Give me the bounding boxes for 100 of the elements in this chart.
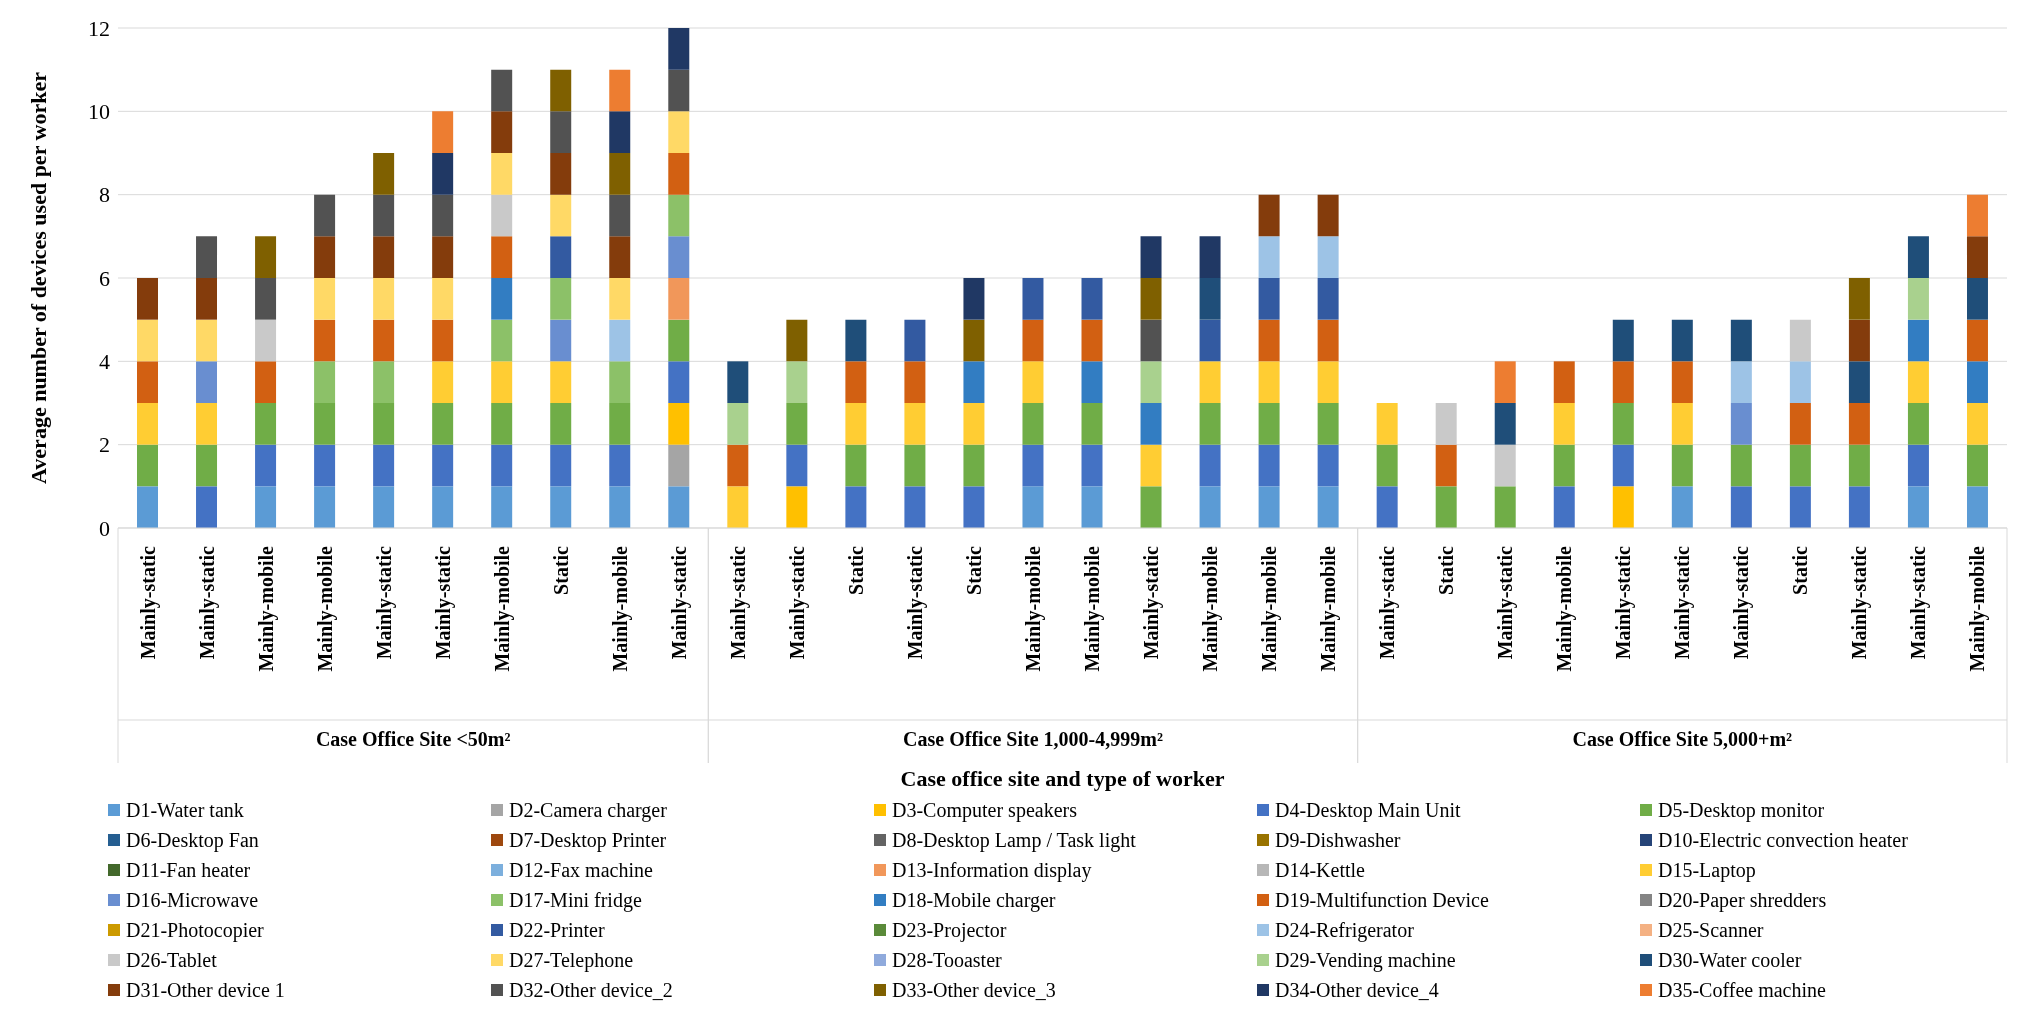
legend-label: D25-Scanner <box>1658 918 1764 942</box>
bar <box>1966 444 1988 487</box>
x-tick-label: Mainly-static <box>726 545 750 660</box>
x-tick-label: Mainly-static <box>1848 545 1872 660</box>
bar <box>1022 486 1044 528</box>
bar <box>1140 444 1162 487</box>
bar <box>491 319 513 362</box>
bar <box>432 153 454 195</box>
legend-label: D21-Photocopier <box>126 918 264 942</box>
bar <box>1317 194 1339 237</box>
bar <box>196 361 218 403</box>
bar <box>609 444 631 487</box>
x-tick-label: Mainly-mobile <box>608 545 632 672</box>
bar <box>1022 361 1044 403</box>
bar <box>373 361 395 403</box>
bar <box>1317 486 1339 528</box>
bar <box>1789 361 1811 403</box>
bar <box>668 278 690 320</box>
x-tick-label: Mainly-static <box>1494 545 1518 660</box>
x-tick-label: Mainly-mobile <box>1081 545 1105 672</box>
bar <box>1907 403 1929 445</box>
bar <box>314 361 336 403</box>
legend-label: D28-Tooaster <box>892 948 1002 972</box>
x-tick-label: Mainly-static <box>1907 545 1931 660</box>
bar <box>1081 403 1103 445</box>
legend-label: D35-Coffee machine <box>1658 978 1826 1002</box>
bar <box>963 361 985 403</box>
bar <box>1730 403 1752 445</box>
y-tick-label: 0 <box>99 515 110 541</box>
bar <box>196 319 218 362</box>
bar <box>1907 319 1929 362</box>
x-tick-label: Static <box>549 545 572 595</box>
bar <box>1199 403 1221 445</box>
bar <box>609 361 631 403</box>
bar <box>137 361 158 403</box>
bar <box>314 319 336 362</box>
bar <box>1494 403 1516 445</box>
bar <box>491 403 513 445</box>
bar <box>491 111 513 153</box>
bar <box>373 194 395 237</box>
bar <box>609 69 631 112</box>
bar <box>609 236 631 278</box>
bar <box>668 111 690 153</box>
bar <box>137 278 158 320</box>
bar <box>1553 486 1575 528</box>
legend-label: D2-Camera charger <box>509 798 667 822</box>
bar <box>1789 319 1811 362</box>
bar <box>1612 486 1634 528</box>
bar <box>1789 444 1811 487</box>
bar <box>668 153 690 195</box>
bar <box>432 403 454 445</box>
bar <box>1376 444 1398 487</box>
text: Case Office Site 5,000+m² <box>1572 728 1793 750</box>
bar <box>550 278 572 320</box>
x-tick-label: Mainly-static <box>903 545 927 660</box>
x-tick-label: Static <box>1435 545 1458 595</box>
bar <box>314 444 336 487</box>
bar <box>963 278 985 320</box>
legend-label: D23-Projector <box>892 918 1007 942</box>
bar <box>1966 361 1988 403</box>
bar <box>904 444 926 487</box>
x-tick-label: Static <box>844 545 867 595</box>
bar <box>1199 236 1221 278</box>
bar <box>1258 194 1280 237</box>
legend-label: D4-Desktop Main Unit <box>1275 798 1461 822</box>
bar <box>255 236 277 278</box>
legend-label: D32-Other device_2 <box>509 978 673 1002</box>
bar <box>373 153 395 195</box>
bar <box>845 403 867 445</box>
bar <box>432 111 454 153</box>
bar <box>1022 444 1044 487</box>
bar <box>963 403 985 445</box>
bar <box>1199 278 1221 320</box>
bar <box>668 28 690 70</box>
y-tick-label: 6 <box>99 265 110 291</box>
legend-label: D33-Other device_3 <box>892 978 1056 1002</box>
x-tick-label: Mainly-static <box>136 545 160 660</box>
bar <box>373 236 395 278</box>
bar <box>373 444 395 487</box>
bar <box>491 69 513 112</box>
bar <box>432 194 454 237</box>
bar <box>255 486 277 528</box>
bar <box>904 319 926 362</box>
x-tick-label: Mainly-static <box>372 545 396 660</box>
bar <box>1081 319 1103 362</box>
x-tick-label: Mainly-mobile <box>490 545 514 672</box>
bar <box>1081 278 1103 320</box>
bar <box>1376 486 1398 528</box>
bar <box>1730 319 1752 362</box>
bar <box>314 194 336 237</box>
legend-label: D5-Desktop monitor <box>1658 798 1825 822</box>
text: Case Office Site 1,000-4,999m² <box>903 728 1163 750</box>
bar <box>668 319 690 362</box>
bar <box>786 319 808 362</box>
bar <box>1553 403 1575 445</box>
bar <box>1789 403 1811 445</box>
bar <box>1317 236 1339 278</box>
bar <box>1258 486 1280 528</box>
bar <box>1671 444 1693 487</box>
bar <box>1907 278 1929 320</box>
